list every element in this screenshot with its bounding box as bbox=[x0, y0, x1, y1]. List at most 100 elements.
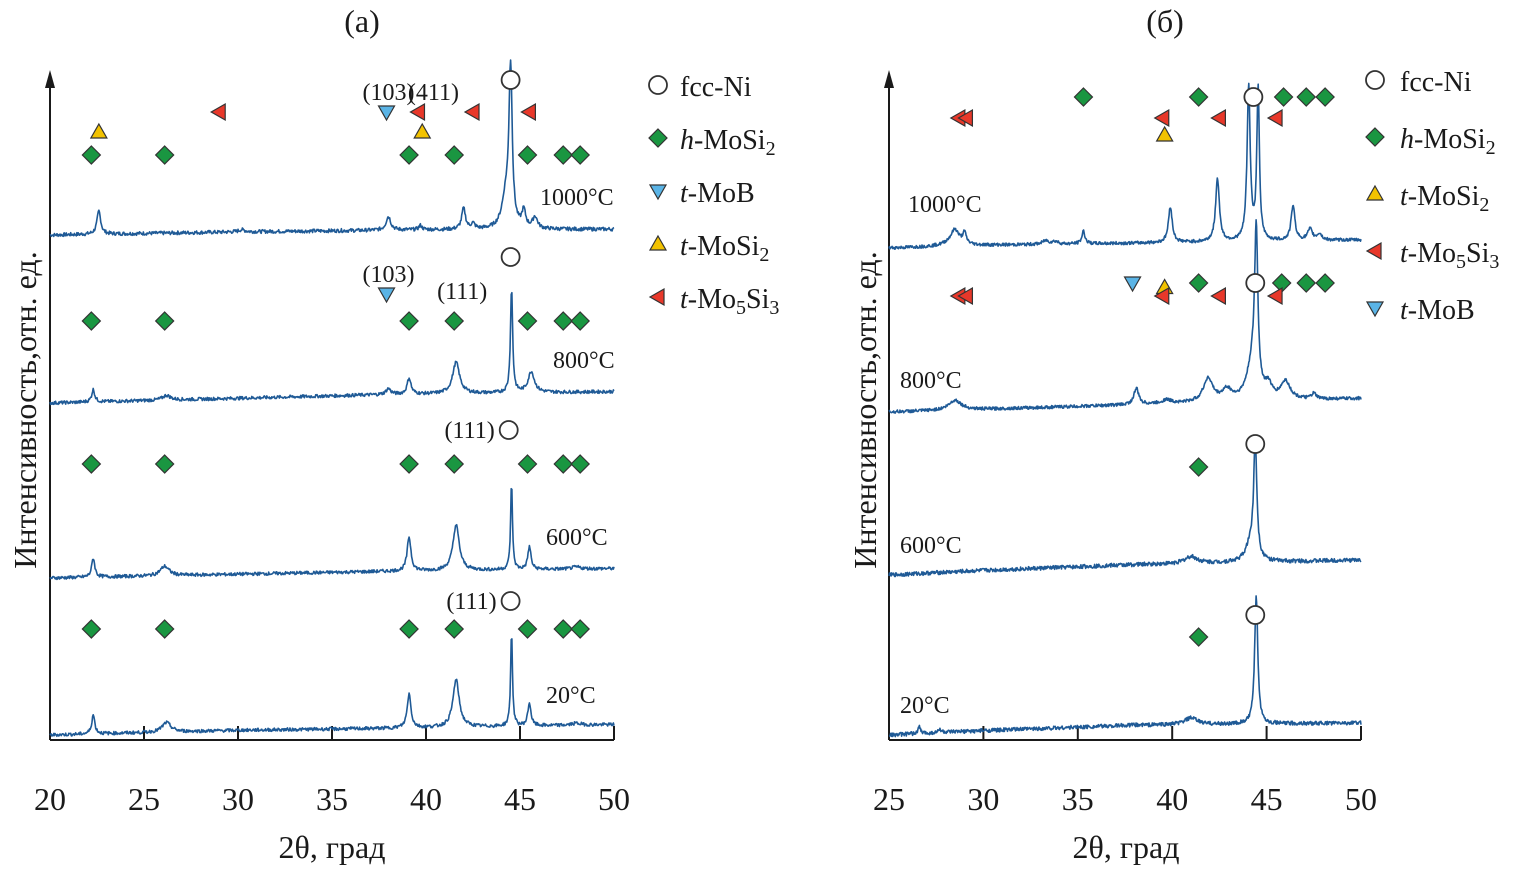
marker-h-MoSi2 bbox=[399, 145, 419, 165]
trace-1000C bbox=[49, 59, 615, 238]
marker-h-MoSi2 bbox=[1188, 627, 1209, 647]
panel-b-legend: fcc-Ni h-MoSi2 t-MoSi2 t-Mo5Si3 t-MoB bbox=[1365, 67, 1499, 326]
legend-label-t-MoSi2: t-MoSi2 bbox=[680, 231, 769, 266]
x-tick-label: 25 bbox=[128, 781, 160, 817]
panel-a-axes: 20 25 30 35 40 45 50 bbox=[34, 70, 630, 817]
panel-b-phase-markers bbox=[949, 87, 1335, 647]
marker-h-MoSi2 bbox=[444, 145, 465, 165]
marker-h-MoSi2 bbox=[1073, 87, 1094, 107]
series-label: 600°C bbox=[546, 525, 608, 551]
marker-h-MoSi2 bbox=[1188, 87, 1209, 107]
legend-label-fcc-Ni: fcc-Ni bbox=[1400, 67, 1472, 98]
panel-a-x-axis-label: 2θ, град bbox=[279, 829, 386, 865]
marker-t-Mo5Si3 bbox=[1266, 286, 1283, 306]
trace-800C bbox=[888, 219, 1362, 414]
legend-h-MoSi2-icon bbox=[1365, 127, 1385, 147]
marker-h-MoSi2 bbox=[444, 619, 465, 639]
miller-index-label: (111) bbox=[437, 279, 487, 305]
marker-h-MoSi2 bbox=[81, 619, 102, 639]
marker-h-MoSi2 bbox=[517, 454, 538, 474]
series-label: 1000°C bbox=[540, 185, 614, 211]
legend-t-MoSi2-icon bbox=[1365, 184, 1385, 201]
x-tick-label: 30 bbox=[222, 781, 254, 817]
marker-t-Mo5Si3 bbox=[957, 108, 974, 128]
x-tick-label: 45 bbox=[1251, 781, 1283, 817]
x-tick-label: 30 bbox=[967, 781, 999, 817]
x-tick-label: 40 bbox=[1156, 781, 1188, 817]
marker-h-MoSi2 bbox=[517, 311, 538, 331]
marker-t-MoSi2 bbox=[413, 122, 432, 139]
marker-h-MoSi2 bbox=[81, 311, 102, 331]
miller-index-label: (411) bbox=[408, 80, 459, 106]
marker-h-MoSi2 bbox=[444, 311, 465, 331]
marker-h-MoSi2 bbox=[154, 145, 175, 165]
panel-b-x-axis-label: 2θ, град bbox=[1073, 829, 1180, 865]
marker-t-MoSi2 bbox=[1155, 125, 1174, 142]
marker-t-Mo5Si3 bbox=[1210, 286, 1227, 306]
marker-t-Mo5Si3 bbox=[1153, 108, 1170, 128]
legend-t-MoSi2-icon bbox=[648, 234, 668, 251]
marker-h-MoSi2 bbox=[399, 619, 419, 639]
marker-h-MoSi2 bbox=[1188, 457, 1209, 477]
marker-fcc-Ni bbox=[500, 70, 521, 90]
trace-800C bbox=[49, 291, 615, 406]
trace-20C bbox=[888, 595, 1362, 738]
marker-t-MoB bbox=[377, 105, 396, 122]
x-tick-label: 40 bbox=[410, 781, 442, 817]
marker-fcc-Ni bbox=[1245, 434, 1266, 454]
legend-label-fcc-Ni: fcc-Ni bbox=[680, 72, 752, 103]
series-label: 20°C bbox=[900, 693, 950, 719]
trace-600C bbox=[888, 437, 1362, 578]
y-axis-arrow-icon bbox=[884, 70, 894, 88]
legend-label-h-MoSi2: h-MoSi2 bbox=[1400, 124, 1496, 159]
marker-h-MoSi2 bbox=[154, 619, 175, 639]
marker-t-MoB bbox=[1123, 276, 1142, 293]
marker-t-Mo5Si3 bbox=[209, 102, 226, 122]
panel-b: (б) Интенсивность,отн. ед. 2θ, град 25 30… bbox=[847, 3, 1499, 865]
marker-h-MoSi2 bbox=[517, 145, 538, 165]
x-tick-label: 20 bbox=[34, 781, 66, 817]
panel-b-y-axis-label: Интенсивность,отн. ед. bbox=[847, 251, 883, 568]
panel-a-title: (a) bbox=[344, 3, 380, 39]
marker-t-Mo5Si3 bbox=[1210, 108, 1227, 128]
legend-label-h-MoSi2: h-MoSi2 bbox=[680, 125, 776, 160]
x-tick-label: 35 bbox=[316, 781, 348, 817]
miller-index-label: (103) bbox=[363, 80, 415, 106]
x-tick-label: 25 bbox=[873, 781, 905, 817]
marker-h-MoSi2 bbox=[553, 145, 574, 165]
trace-600C bbox=[49, 487, 615, 581]
x-tick-label: 50 bbox=[598, 781, 630, 817]
panel-a-traces: 1000°C 800°C 600°C 20°C bbox=[49, 59, 615, 738]
legend-fcc-Ni-icon bbox=[1365, 70, 1385, 90]
miller-index-label: (111) bbox=[445, 418, 495, 444]
marker-fcc-Ni bbox=[500, 591, 521, 611]
marker-h-MoSi2 bbox=[444, 454, 465, 474]
marker-h-MoSi2 bbox=[1296, 273, 1317, 293]
marker-fcc-Ni bbox=[1245, 605, 1266, 625]
marker-h-MoSi2 bbox=[553, 454, 574, 474]
marker-h-MoSi2 bbox=[1296, 87, 1317, 107]
legend-label-t-MoB: t-MoB bbox=[1400, 295, 1475, 326]
panel-b-axes: 25 30 35 40 45 50 bbox=[873, 70, 1377, 817]
marker-h-MoSi2 bbox=[81, 145, 102, 165]
marker-h-MoSi2 bbox=[399, 454, 419, 474]
marker-fcc-Ni bbox=[498, 420, 519, 440]
marker-h-MoSi2 bbox=[1273, 87, 1294, 107]
panel-a: (a) Интенсивность,отн. ед. 2θ, град 20 25… bbox=[7, 3, 779, 865]
series-label: 800°C bbox=[553, 348, 615, 374]
marker-t-Mo5Si3 bbox=[409, 102, 426, 122]
legend-fcc-Ni-icon bbox=[648, 75, 668, 95]
legend-label-t-MoSi2: t-MoSi2 bbox=[1400, 181, 1489, 216]
panel-a-legend: fcc-Ni h-MoSi2 t-MoB t-MoSi2 t-Mo5Si3 bbox=[648, 72, 779, 319]
series-label: 20°C bbox=[546, 683, 596, 709]
marker-h-MoSi2 bbox=[517, 619, 538, 639]
legend-t-MoB-icon bbox=[648, 184, 668, 201]
marker-h-MoSi2 bbox=[154, 311, 175, 331]
marker-h-MoSi2 bbox=[570, 145, 591, 165]
marker-h-MoSi2 bbox=[81, 454, 102, 474]
legend-label-t-Mo5Si3: t-Mo5Si3 bbox=[1400, 238, 1499, 273]
y-axis-arrow-icon bbox=[45, 70, 55, 88]
marker-h-MoSi2 bbox=[1188, 273, 1209, 293]
panel-b-traces: 1000°C 800°C 600°C 20°C bbox=[888, 82, 1362, 738]
